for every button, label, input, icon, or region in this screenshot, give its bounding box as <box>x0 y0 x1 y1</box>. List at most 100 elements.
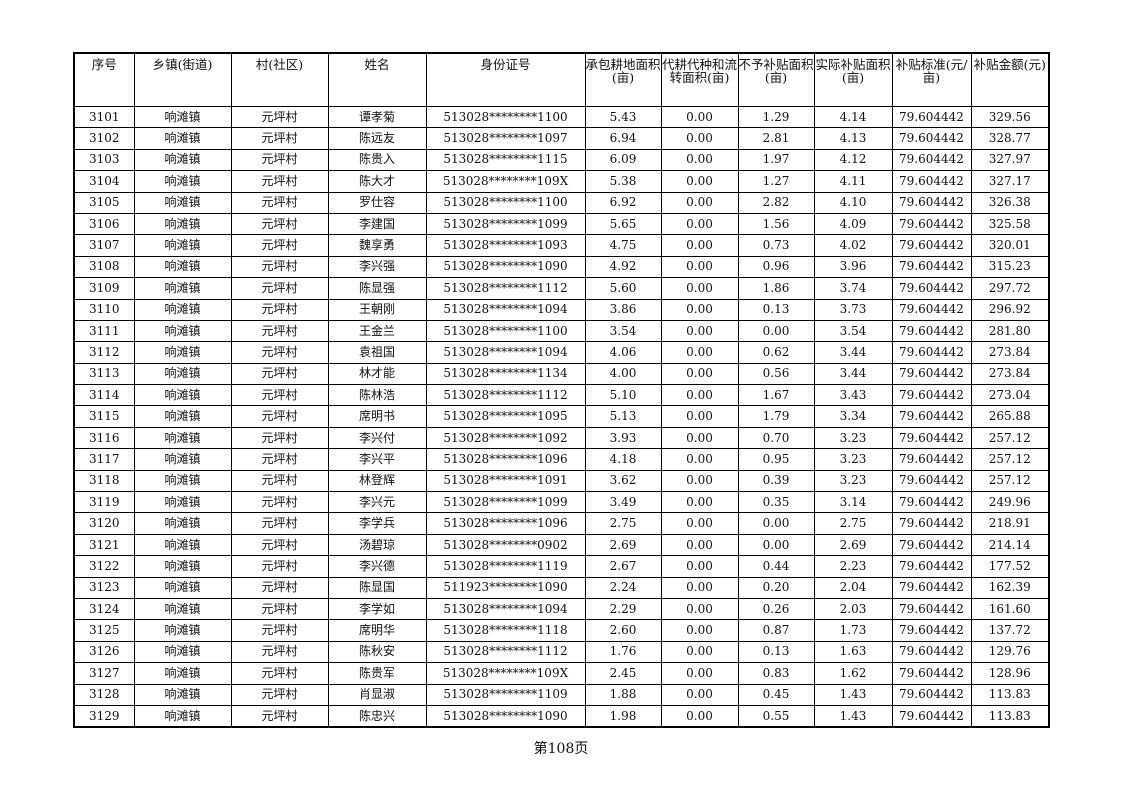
cell-actual-area: 1.43 <box>813 683 893 706</box>
cell-transfer-area: 0.00 <box>660 469 739 493</box>
cell-subsidy-rate: 79.604442 <box>891 277 972 300</box>
cell-transfer-area: 0.00 <box>660 170 739 193</box>
table-row: 3127 响滩镇 元坪村 陈贵军 513028********109X 2.45 0.00 0… <box>73 662 1050 685</box>
cell-serial: 3112 <box>73 341 135 364</box>
cell-id-number: 511923********1090 <box>425 576 586 599</box>
cell-actual-area: 3.44 <box>813 341 893 364</box>
table-row: 3114 响滩镇 元坪村 陈林浩 513028********1112 5.10 0.00 1… <box>73 384 1050 407</box>
table-row: 3119 响滩镇 元坪村 李兴元 513028********1099 3.49 0.00 0… <box>73 491 1050 514</box>
table-row: 3104 响滩镇 元坪村 陈大才 513028********109X 5.38 0.00 1… <box>73 170 1050 193</box>
cell-village: 元坪村 <box>230 662 329 685</box>
cell-serial: 3129 <box>73 704 135 728</box>
cell-subsidy-amount: 320.01 <box>970 234 1050 257</box>
cell-contract-area: 4.06 <box>584 341 662 364</box>
cell-subsidy-amount: 162.39 <box>970 576 1050 599</box>
cell-id-number: 513028********1090 <box>425 704 586 728</box>
cell-village: 元坪村 <box>230 640 329 664</box>
cell-transfer-area: 0.00 <box>660 683 739 706</box>
cell-transfer-area: 0.00 <box>660 597 739 621</box>
cell-excluded-area: 0.00 <box>737 319 815 343</box>
cell-transfer-area: 0.00 <box>660 704 739 728</box>
cell-village: 元坪村 <box>230 234 329 257</box>
cell-name: 王朝刚 <box>327 298 427 321</box>
cell-id-number: 513028********1091 <box>425 469 586 493</box>
cell-contract-area: 3.54 <box>584 319 662 343</box>
cell-excluded-area: 0.70 <box>737 426 815 450</box>
cell-name: 陈远友 <box>327 127 427 150</box>
cell-excluded-area: 0.44 <box>737 555 815 578</box>
cell-township: 响滩镇 <box>133 148 232 172</box>
cell-id-number: 513028********1115 <box>425 148 586 172</box>
cell-excluded-area: 0.62 <box>737 341 815 364</box>
cell-subsidy-amount: 329.56 <box>970 105 1050 129</box>
cell-actual-area: 4.09 <box>813 212 893 236</box>
header-village: 村(社区) <box>230 52 329 107</box>
cell-subsidy-amount: 137.72 <box>970 619 1050 642</box>
cell-name: 席明华 <box>327 619 427 642</box>
cell-serial: 3115 <box>73 405 135 428</box>
cell-id-number: 513028********1097 <box>425 127 586 150</box>
cell-transfer-area: 0.00 <box>660 576 739 599</box>
cell-actual-area: 1.43 <box>813 704 893 728</box>
cell-id-number: 513028********1093 <box>425 234 586 257</box>
cell-name: 陈忠兴 <box>327 704 427 728</box>
cell-id-number: 513028********109X <box>425 170 586 193</box>
cell-subsidy-amount: 128.96 <box>970 662 1050 685</box>
cell-id-number: 513028********1109 <box>425 683 586 706</box>
page-number: 第108页 <box>533 741 589 757</box>
cell-transfer-area: 0.00 <box>660 640 739 664</box>
cell-village: 元坪村 <box>230 277 329 300</box>
cell-subsidy-rate: 79.604442 <box>891 341 972 364</box>
cell-subsidy-rate: 79.604442 <box>891 426 972 450</box>
cell-excluded-area: 0.35 <box>737 491 815 514</box>
cell-id-number: 513028********0902 <box>425 533 586 557</box>
cell-name: 袁祖国 <box>327 341 427 364</box>
cell-serial: 3118 <box>73 469 135 493</box>
cell-subsidy-amount: 257.12 <box>970 469 1050 493</box>
cell-serial: 3119 <box>73 491 135 514</box>
cell-village: 元坪村 <box>230 105 329 129</box>
cell-subsidy-amount: 214.14 <box>970 533 1050 557</box>
header-excluded-area: 不予补贴面积(亩) <box>737 52 815 107</box>
cell-id-number: 513028********1134 <box>425 362 586 386</box>
cell-subsidy-rate: 79.604442 <box>891 191 972 214</box>
cell-contract-area: 1.88 <box>584 683 662 706</box>
cell-actual-area: 3.34 <box>813 405 893 428</box>
cell-id-number: 513028********1112 <box>425 640 586 664</box>
header-subsidy-rate: 补贴标准(元/亩) <box>891 52 972 107</box>
cell-actual-area: 4.14 <box>813 105 893 129</box>
cell-id-number: 513028********1094 <box>425 597 586 621</box>
cell-township: 响滩镇 <box>133 469 232 493</box>
cell-name: 李兴元 <box>327 491 427 514</box>
table-row: 3126 响滩镇 元坪村 陈秋安 513028********1112 1.76 0.00 0… <box>73 640 1050 664</box>
cell-actual-area: 2.75 <box>813 512 893 535</box>
cell-village: 元坪村 <box>230 191 329 214</box>
cell-township: 响滩镇 <box>133 362 232 386</box>
cell-contract-area: 1.76 <box>584 640 662 664</box>
cell-township: 响滩镇 <box>133 212 232 236</box>
cell-village: 元坪村 <box>230 469 329 493</box>
cell-actual-area: 1.63 <box>813 640 893 664</box>
header-township: 乡镇(街道) <box>133 52 232 107</box>
cell-id-number: 513028********1100 <box>425 319 586 343</box>
cell-excluded-area: 0.13 <box>737 640 815 664</box>
header-actual-area: 实际补贴面积(亩) <box>813 52 893 107</box>
cell-excluded-area: 1.97 <box>737 148 815 172</box>
cell-serial: 3107 <box>73 234 135 257</box>
cell-contract-area: 2.60 <box>584 619 662 642</box>
cell-subsidy-rate: 79.604442 <box>891 662 972 685</box>
cell-name: 陈显国 <box>327 576 427 599</box>
cell-township: 响滩镇 <box>133 597 232 621</box>
cell-transfer-area: 0.00 <box>660 319 739 343</box>
cell-township: 响滩镇 <box>133 277 232 300</box>
cell-village: 元坪村 <box>230 597 329 621</box>
cell-name: 魏享勇 <box>327 234 427 257</box>
cell-township: 响滩镇 <box>133 234 232 257</box>
cell-village: 元坪村 <box>230 384 329 407</box>
cell-subsidy-amount: 129.76 <box>970 640 1050 664</box>
cell-contract-area: 2.24 <box>584 576 662 599</box>
cell-subsidy-amount: 281.80 <box>970 319 1050 343</box>
cell-village: 元坪村 <box>230 298 329 321</box>
cell-actual-area: 4.11 <box>813 170 893 193</box>
cell-actual-area: 2.04 <box>813 576 893 599</box>
